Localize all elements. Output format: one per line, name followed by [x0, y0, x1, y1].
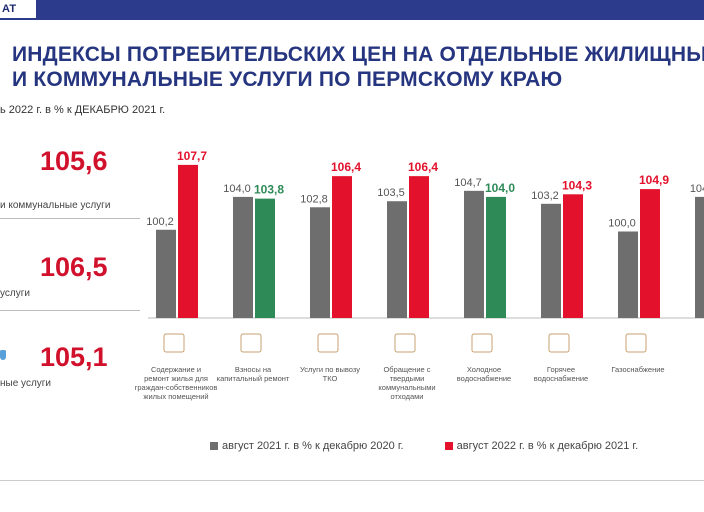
bar-2022: [178, 164, 198, 318]
category-label: Содержание и: [151, 365, 201, 374]
category-label: Услуги по вывозу: [300, 365, 360, 374]
kpi-value: 105,1: [40, 342, 108, 372]
chart-title: ИНДЕКСЫ ПОТРЕБИТЕЛЬСКИХ ЦЕН НА ОТДЕЛЬНЫЕ…: [12, 42, 704, 92]
bar-2021: [464, 190, 484, 318]
data-label: 104: [690, 183, 704, 195]
category-label: жилых помещений: [143, 392, 208, 401]
category-label: граждан-собственников: [135, 383, 218, 392]
data-label: 106,4: [331, 160, 361, 174]
data-label: 102,8: [300, 193, 328, 205]
category-label: Обращение с: [383, 365, 430, 374]
data-label: 103,2: [531, 190, 559, 202]
category-icon: [317, 333, 339, 353]
category-label: Газоснабжение: [611, 365, 664, 374]
category-icon: [394, 333, 416, 353]
category-icon: [240, 333, 262, 353]
data-label: 107,7: [177, 149, 207, 163]
bar-2021: [156, 229, 176, 318]
category-label: капитальный ремонт: [217, 374, 290, 383]
bar-2022: [255, 198, 275, 318]
data-label: 106,4: [408, 160, 438, 174]
kpi-divider: [0, 218, 140, 219]
header-tab: АТ: [0, 0, 36, 18]
data-label: 104,9: [639, 173, 669, 187]
bar-2022: [640, 189, 660, 318]
kpi-divider: [0, 310, 140, 311]
legend-label-2021: август 2021 г. в % к декабрю 2020 г.: [222, 440, 404, 452]
kpi-label: ные услуги: [0, 378, 52, 389]
kpi-label: услуги: [0, 288, 30, 299]
legend: август 2021 г. в % к декабрю 2020 г. авг…: [210, 440, 676, 452]
category-label: коммунальными: [378, 383, 435, 392]
category-label: отходами: [390, 392, 423, 401]
data-label: 104,0: [485, 181, 515, 195]
category-label: твердыми: [390, 374, 425, 383]
chart-subtitle: ь 2022 г. в % к ДЕКАБРЮ 2021 г.: [0, 104, 166, 116]
bar-2021: [541, 203, 561, 318]
bar-2022: [486, 196, 506, 318]
category-icon: [163, 333, 185, 353]
legend-label-2022: август 2022 г. в % к декабрю 2021 г.: [456, 440, 639, 452]
water-drop-icon: [0, 350, 6, 360]
top-bar: АТ: [0, 0, 704, 20]
bar-2022: [332, 176, 352, 318]
kpi-label: и коммунальные услуги: [0, 200, 111, 211]
category-label: водоснабжение: [457, 374, 511, 383]
category-label: ремонт жилья для: [144, 374, 208, 383]
kpi-value: 106,5: [40, 252, 108, 282]
title-line-2: И КОММУНАЛЬНЫЕ УСЛУГИ ПО ПЕРМСКОМУ КРАЮ: [12, 68, 563, 91]
category-label: ТКО: [323, 374, 338, 383]
data-label: 100,2: [146, 216, 174, 228]
legend-item-2022: август 2022 г. в % к декабрю 2021 г.: [444, 440, 639, 452]
category-label: Холодное: [467, 365, 501, 374]
data-label: 100,0: [608, 218, 636, 230]
data-label: 103,8: [254, 183, 284, 197]
bar-2021: [387, 201, 407, 318]
category-label: Горячее: [547, 365, 575, 374]
legend-swatch-gray: [210, 442, 218, 451]
bar-2022: [563, 194, 583, 318]
legend-swatch-red: [444, 442, 453, 451]
data-label: 104,0: [223, 183, 251, 195]
bar-2022: [409, 176, 429, 318]
title-line-1: ИНДЕКСЫ ПОТРЕБИТЕЛЬСКИХ ЦЕН НА ОТДЕЛЬНЫЕ…: [12, 43, 704, 66]
category-icon: [471, 333, 493, 353]
legend-item-2021: август 2021 г. в % к декабрю 2020 г.: [210, 440, 407, 452]
bar-2021: [233, 196, 253, 318]
kpi-value: 105,6: [40, 146, 108, 176]
category-icon: [625, 333, 647, 353]
bar-2021: [695, 196, 704, 318]
bar-2021: [310, 207, 330, 318]
data-label: 104,7: [454, 177, 482, 189]
bottom-divider: [0, 480, 704, 481]
category-icon: [548, 333, 570, 353]
bar-2021: [618, 231, 638, 318]
data-label: 103,5: [377, 187, 405, 199]
category-label: водоснабжение: [534, 374, 588, 383]
category-label: Взносы на: [235, 365, 272, 374]
data-label: 104,3: [562, 178, 592, 192]
